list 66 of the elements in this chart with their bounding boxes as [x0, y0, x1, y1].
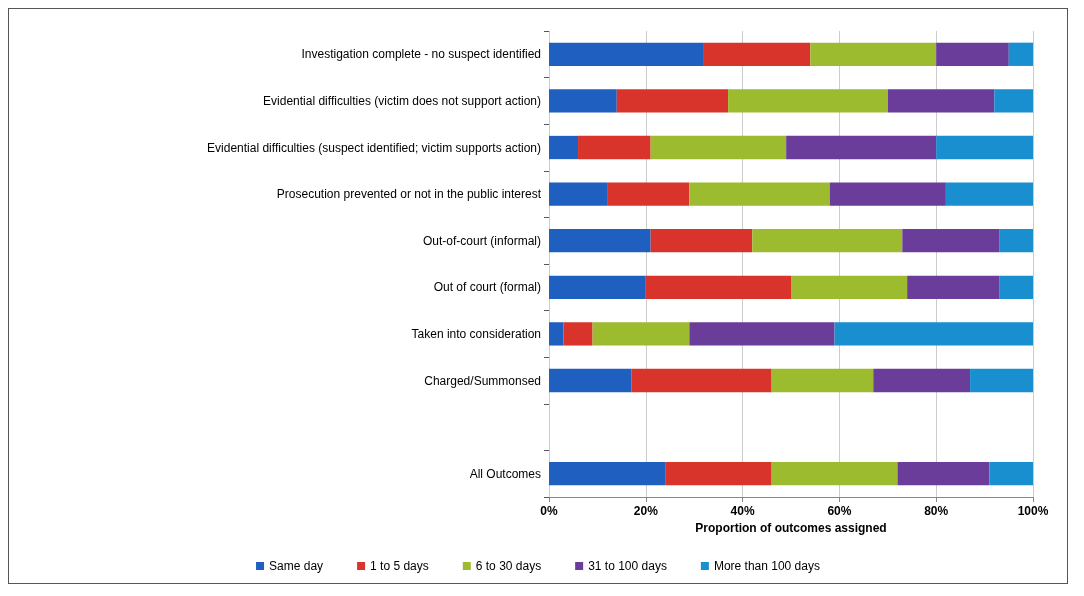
x-tick-label: 0%	[540, 504, 558, 518]
legend-label: 6 to 30 days	[475, 559, 542, 573]
bar	[728, 89, 888, 113]
bar	[791, 275, 908, 299]
bar	[752, 229, 903, 253]
bar	[989, 462, 1033, 486]
x-tick-label: 60%	[827, 504, 852, 518]
y-tick-label: Investigation complete - no suspect identified	[301, 47, 541, 62]
bar	[1008, 42, 1033, 66]
x-tick-label: 20%	[633, 504, 659, 518]
bar	[897, 462, 990, 486]
bar	[549, 462, 666, 486]
y-tick-label: Charged/Summonsed	[424, 373, 541, 388]
x-axis-title: Proportion of outcomes assigned	[695, 520, 887, 535]
y-tick-label: All Outcomes	[469, 466, 541, 481]
bar	[689, 182, 830, 206]
bar	[665, 462, 772, 486]
bar	[829, 182, 946, 206]
y-tick-label: Evidential difficulties (victim does not support action)	[263, 93, 541, 108]
bar	[549, 368, 632, 393]
x-tick-label: 40%	[730, 504, 755, 518]
bar	[549, 135, 579, 160]
y-tick-label: Taken into consideration	[411, 326, 541, 341]
bar	[549, 229, 651, 253]
bar	[607, 182, 690, 206]
bar	[549, 182, 608, 206]
bar	[549, 42, 704, 66]
bar	[999, 275, 1033, 299]
bar	[936, 42, 1009, 66]
bar	[771, 368, 874, 393]
bar	[578, 135, 651, 160]
bar	[936, 135, 1033, 160]
legend-label: 1 to 5 days	[370, 559, 429, 573]
bar	[970, 368, 1033, 393]
bar	[703, 42, 811, 66]
bar	[616, 89, 729, 113]
bar	[650, 229, 753, 253]
bar	[549, 275, 646, 299]
bar	[834, 322, 1033, 346]
y-tick-label: Out of court (formal)	[433, 280, 541, 295]
legend-label: Same day	[269, 559, 324, 573]
bar	[689, 322, 835, 346]
legend-label: More than 100 days	[713, 559, 820, 573]
bar	[592, 322, 690, 346]
legend-label: 31 to 100 days	[588, 559, 667, 573]
x-tick-label: 80%	[924, 504, 949, 518]
bar	[994, 89, 1033, 113]
bar	[563, 322, 593, 346]
bar	[887, 89, 995, 113]
bar	[999, 229, 1033, 253]
bar	[549, 89, 617, 113]
bar	[945, 182, 1033, 206]
bar	[810, 42, 937, 66]
bar	[631, 368, 772, 393]
y-tick-label: Evidential difficulties (suspect identified; victim supports action)	[207, 140, 541, 155]
x-tick-label: 100%	[1017, 504, 1049, 518]
bar	[873, 368, 971, 393]
bar	[907, 275, 1000, 299]
bar	[786, 135, 937, 160]
bar	[650, 135, 787, 160]
bar	[771, 462, 898, 486]
bar	[549, 322, 564, 346]
y-tick-label: Out-of-court (informal)	[422, 233, 541, 248]
bar	[645, 275, 791, 299]
y-tick-label: Prosecution prevented or not in the public interest	[276, 187, 542, 202]
bar	[902, 229, 1000, 253]
